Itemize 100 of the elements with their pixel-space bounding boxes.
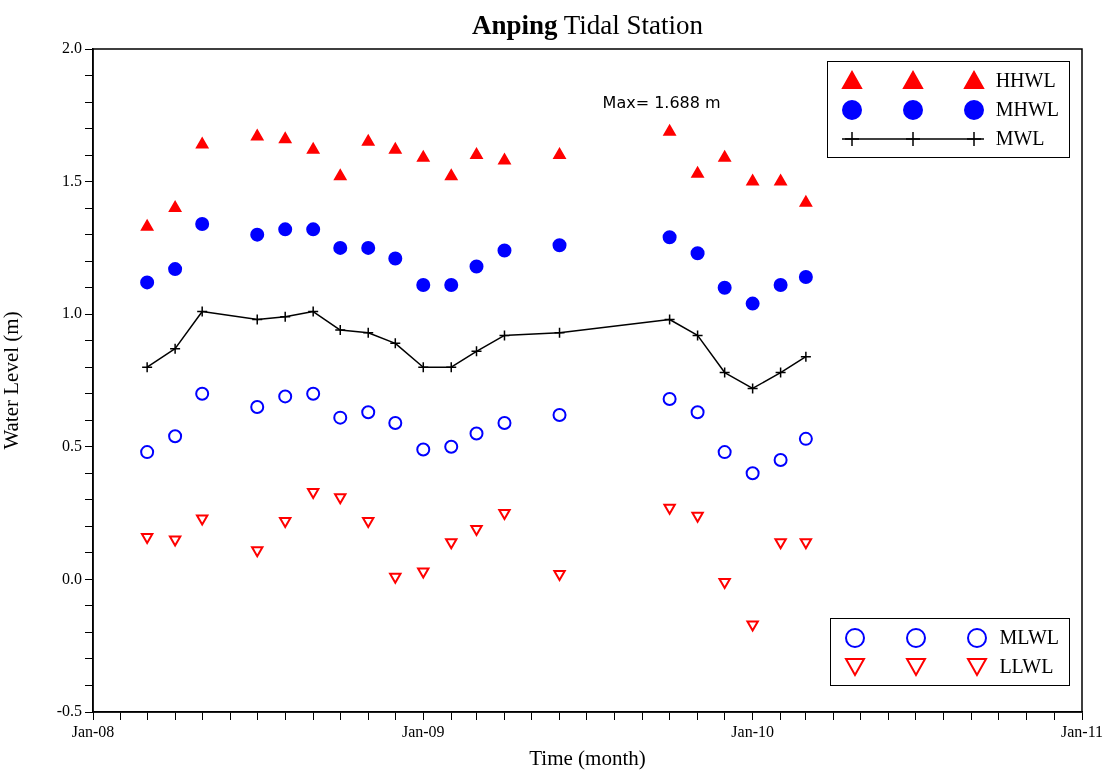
point xyxy=(469,259,484,274)
point xyxy=(334,493,347,505)
point xyxy=(362,134,375,146)
point xyxy=(718,366,731,379)
point xyxy=(498,153,511,165)
point xyxy=(140,532,154,544)
point xyxy=(169,342,181,355)
point xyxy=(798,270,813,285)
point xyxy=(691,511,704,523)
legend-label: HHWL xyxy=(995,69,1056,92)
point xyxy=(497,415,512,430)
point xyxy=(470,148,483,160)
point xyxy=(498,329,511,342)
point xyxy=(141,361,153,373)
point xyxy=(690,246,705,261)
point xyxy=(470,345,483,358)
point xyxy=(389,572,402,584)
point xyxy=(746,174,759,186)
point xyxy=(388,415,403,430)
point xyxy=(416,442,431,457)
point xyxy=(553,570,566,582)
point xyxy=(444,278,459,293)
point xyxy=(553,327,566,339)
point xyxy=(663,124,676,136)
point xyxy=(140,275,155,290)
point xyxy=(195,514,209,526)
legend-label: MWL xyxy=(995,127,1045,150)
point xyxy=(168,262,183,277)
y-axis-title: Water Level (m) xyxy=(0,311,24,450)
y-tick-label: 1.0 xyxy=(62,304,82,322)
point xyxy=(445,361,457,373)
point xyxy=(251,129,264,141)
point xyxy=(195,137,209,149)
point xyxy=(168,429,183,444)
x-tick-label: Jan-08 xyxy=(71,722,115,740)
point xyxy=(662,230,677,245)
point xyxy=(746,620,759,632)
point xyxy=(279,132,292,144)
point xyxy=(690,405,705,420)
point xyxy=(444,439,459,454)
point xyxy=(417,361,430,373)
legend-label: MLWL xyxy=(999,626,1059,649)
point xyxy=(717,280,732,295)
point xyxy=(445,538,458,550)
point xyxy=(417,567,430,579)
point xyxy=(140,445,155,460)
point xyxy=(333,240,348,255)
point xyxy=(168,201,182,213)
point xyxy=(717,445,732,460)
point xyxy=(362,517,375,529)
point xyxy=(445,169,458,181)
point xyxy=(497,243,512,258)
point xyxy=(773,278,788,293)
point xyxy=(251,546,264,558)
point xyxy=(552,407,567,422)
x-axis-title: Time (month) xyxy=(529,745,646,770)
point xyxy=(799,195,813,207)
point xyxy=(195,217,210,232)
y-tick-label: -0.5 xyxy=(56,702,82,720)
point xyxy=(389,337,402,350)
x-tick-label: Jan-09 xyxy=(401,722,445,740)
point xyxy=(333,410,348,425)
point xyxy=(663,503,676,515)
point xyxy=(691,166,704,178)
point xyxy=(745,466,760,481)
point xyxy=(334,169,347,181)
point xyxy=(416,278,431,293)
point xyxy=(389,142,402,154)
point xyxy=(470,525,483,537)
point xyxy=(250,227,265,242)
point xyxy=(718,150,731,162)
point xyxy=(307,305,319,318)
point xyxy=(718,578,731,590)
point xyxy=(745,296,760,311)
legend-label: MHWL xyxy=(995,98,1059,121)
legend-label: LLWL xyxy=(999,655,1054,678)
point xyxy=(774,538,787,550)
y-tick-label: 0.5 xyxy=(62,437,82,454)
y-tick-label: 2.0 xyxy=(62,39,82,57)
point xyxy=(140,219,154,231)
point xyxy=(773,453,788,468)
point xyxy=(361,240,376,255)
point xyxy=(168,535,182,547)
point xyxy=(417,150,430,162)
point xyxy=(279,311,291,323)
point xyxy=(306,487,320,499)
point xyxy=(278,389,293,404)
x-tick-label: Jan-11 xyxy=(1060,722,1104,740)
point xyxy=(663,313,676,326)
point xyxy=(306,222,321,237)
point xyxy=(800,350,812,363)
point xyxy=(306,142,320,154)
point xyxy=(552,238,567,253)
point xyxy=(553,148,566,160)
point xyxy=(250,400,265,415)
point xyxy=(746,382,759,395)
point xyxy=(196,305,208,318)
y-tick-label: 0.0 xyxy=(62,569,82,587)
point xyxy=(774,366,787,379)
annotation: Max= 1.688 m xyxy=(602,92,721,112)
